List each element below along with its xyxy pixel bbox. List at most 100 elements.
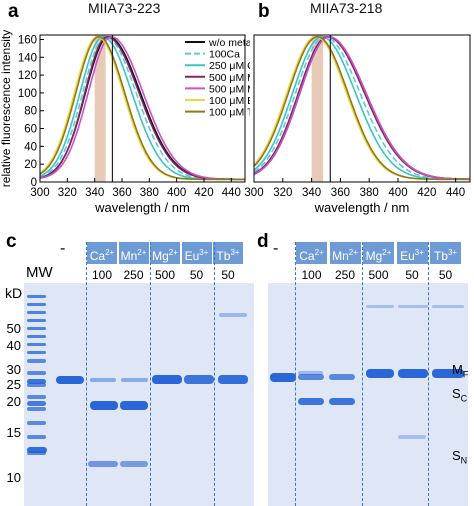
y-axis-label: relative fluorescence intensity bbox=[0, 30, 13, 187]
panel-label-c: c bbox=[6, 231, 17, 252]
band-label-mf: MF bbox=[452, 362, 468, 380]
series-line-5 bbox=[253, 35, 470, 180]
ladder-band bbox=[27, 303, 46, 306]
lane-concentration: 500 bbox=[154, 268, 176, 282]
ion-charge: 2+ bbox=[168, 248, 178, 257]
ladder-band bbox=[27, 327, 46, 330]
ion-charge: 3+ bbox=[414, 248, 424, 257]
series-line-7 bbox=[39, 35, 245, 181]
x-tick-label: 440 bbox=[222, 187, 241, 199]
ion-name: Mn bbox=[332, 249, 349, 263]
lane-concentration: 50 bbox=[221, 268, 235, 282]
lane-concentration: 250 bbox=[123, 268, 144, 282]
gel-band bbox=[184, 375, 214, 384]
lane-chip-mg: Mg2+ bbox=[150, 242, 180, 264]
mw-mark: 50 bbox=[6, 321, 21, 336]
y-tick-label: 140 bbox=[18, 52, 37, 64]
lane-concentration: 50 bbox=[438, 268, 453, 282]
lane-chip-mg: Mg2+ bbox=[363, 242, 394, 264]
lane-separator bbox=[428, 242, 429, 506]
ion-charge: 2+ bbox=[137, 248, 147, 257]
lane-concentration: 250 bbox=[334, 268, 356, 282]
lane-chip-ca: Ca2+ bbox=[87, 242, 117, 264]
ion-charge: 2+ bbox=[348, 248, 358, 257]
gel-band bbox=[329, 398, 355, 405]
gel-band bbox=[398, 305, 428, 308]
panel-label-a: a bbox=[8, 1, 19, 22]
y-tick-label: 0 bbox=[31, 177, 37, 189]
gel-band bbox=[298, 374, 324, 380]
mw-mark: 40 bbox=[6, 338, 21, 353]
gel-band bbox=[120, 401, 148, 410]
band-label-main: S bbox=[452, 448, 461, 463]
control-label-c: - bbox=[60, 240, 66, 257]
ladder-band bbox=[27, 421, 46, 425]
legend-entry: 500 μM Mg bbox=[209, 83, 250, 95]
series-line-7 bbox=[253, 35, 470, 181]
ion-charge: 3+ bbox=[230, 248, 240, 257]
mw-title: MW bbox=[26, 264, 53, 281]
ladder-band bbox=[27, 295, 46, 298]
lane-chip-mn: Mn2+ bbox=[118, 242, 149, 264]
ion-name: Ca bbox=[299, 249, 315, 263]
ion-charge: 3+ bbox=[199, 248, 209, 257]
series-line-3 bbox=[253, 35, 470, 181]
ladder-band bbox=[27, 435, 46, 439]
band-label-sub: N bbox=[460, 455, 468, 466]
ion-name: Eu bbox=[184, 249, 200, 263]
band-label-sc: SC bbox=[452, 386, 467, 404]
legend-entry: 500 μM Mn bbox=[209, 72, 250, 84]
chart-a: 300 320 340 360 380 400 420 440 0 20 40 60 80 100 120 1… bbox=[0, 30, 250, 215]
x-axis-label: wavelength / nm bbox=[314, 200, 410, 215]
x-axis-label: wavelength / nm bbox=[94, 200, 190, 215]
x-tick-label: 400 bbox=[388, 187, 407, 199]
y-tick-label: 120 bbox=[18, 70, 37, 82]
ladder-band bbox=[27, 379, 46, 384]
y-tick-label: 60 bbox=[24, 124, 37, 136]
gel-band bbox=[90, 378, 116, 382]
lane-chip-mn: Mn2+ bbox=[329, 242, 361, 264]
ladder-band bbox=[27, 343, 46, 346]
lane-concentration: 500 bbox=[368, 268, 389, 282]
series-line-5 bbox=[39, 35, 245, 181]
lane-concentration: 100 bbox=[301, 268, 322, 282]
shaded-band bbox=[311, 35, 324, 182]
gel-band bbox=[432, 369, 464, 378]
x-tick-label: 400 bbox=[167, 187, 186, 199]
ion-name: Mn bbox=[120, 249, 138, 263]
gel-band bbox=[432, 305, 464, 308]
gel-band bbox=[152, 375, 182, 384]
y-tick-label: 40 bbox=[24, 141, 37, 153]
gel-band bbox=[120, 461, 148, 467]
legend-entry: 250 μM Ca bbox=[209, 60, 250, 72]
x-tick-label: 320 bbox=[58, 187, 77, 199]
x-tick-label: 300 bbox=[30, 187, 49, 199]
x-tick-label: 380 bbox=[140, 187, 159, 199]
gel-band bbox=[121, 378, 148, 382]
ladder-band bbox=[27, 319, 46, 322]
legend-entry: 100 μM Tb bbox=[209, 107, 250, 119]
ladder-band bbox=[27, 335, 46, 338]
y-tick-label: 20 bbox=[24, 159, 37, 171]
ladder-band bbox=[27, 311, 46, 314]
ion-name: Tb bbox=[216, 249, 231, 263]
gel-band bbox=[219, 313, 247, 317]
x-tick-label: 340 bbox=[85, 187, 104, 199]
panel-title-a: MIIA73-223 bbox=[88, 0, 161, 16]
x-tick-label: 360 bbox=[112, 187, 131, 199]
lane-chip-eu: Eu3+ bbox=[181, 242, 212, 264]
gel-d bbox=[268, 283, 468, 506]
x-tick-label: 300 bbox=[245, 187, 264, 199]
lane-chip-tb: Tb3+ bbox=[213, 242, 243, 264]
band-label-sn: SN bbox=[452, 448, 467, 466]
mw-mark: 15 bbox=[6, 425, 21, 440]
panel-label-d: d bbox=[257, 231, 269, 252]
control-label-d: - bbox=[273, 240, 279, 257]
y-tick-label: 100 bbox=[18, 88, 37, 100]
gel-band bbox=[88, 461, 118, 467]
gel-band bbox=[398, 369, 428, 378]
ladder-band bbox=[27, 451, 46, 455]
series-line-2 bbox=[39, 35, 245, 181]
mw-mark: 10 bbox=[6, 470, 21, 485]
lane-concentration: 100 bbox=[91, 268, 113, 282]
